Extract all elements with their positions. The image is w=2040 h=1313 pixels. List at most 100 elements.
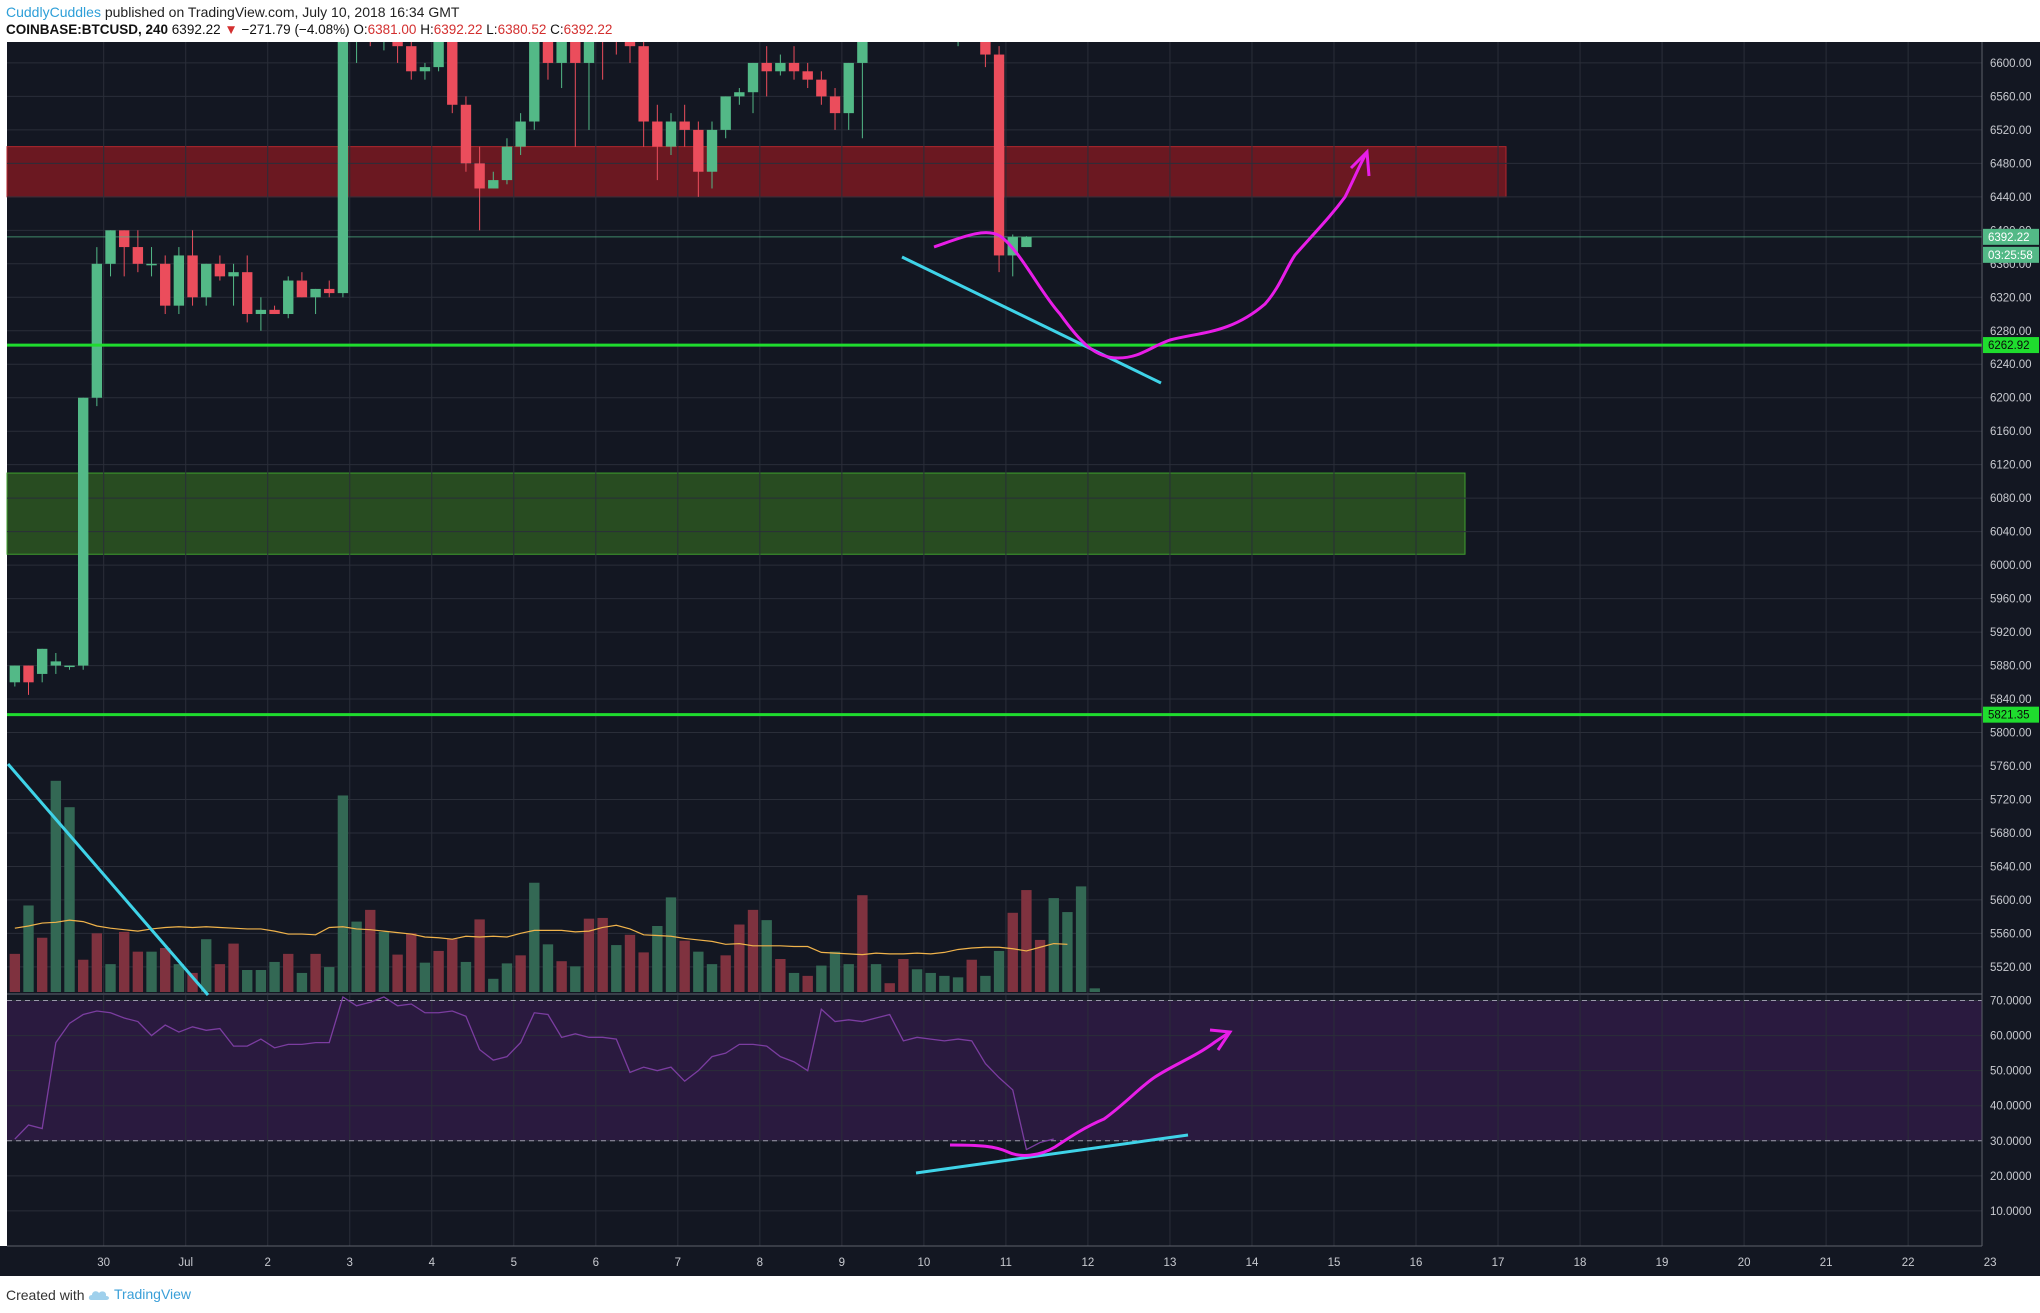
candle-body — [788, 62, 800, 72]
candle-body — [693, 129, 704, 172]
volume-bar — [747, 909, 759, 992]
price-tick-label: 5880.00 — [1990, 661, 2032, 673]
candle-body — [419, 67, 431, 72]
low-label: L: — [486, 22, 498, 37]
volume-bar — [802, 975, 813, 992]
price-tick-label: 5600.00 — [1990, 895, 2032, 907]
candle — [228, 263, 239, 306]
candle — [173, 247, 185, 315]
candle — [980, 42, 991, 68]
candle-body — [775, 62, 786, 72]
candle-body — [132, 247, 144, 264]
volume-bar — [706, 964, 718, 992]
candle — [283, 276, 294, 319]
created-with-text: Created with — [6, 1287, 85, 1303]
magenta-path-rsi — [949, 1030, 1231, 1157]
price-tick-label: 5680.00 — [1990, 828, 2032, 840]
volume-bar — [952, 977, 964, 992]
candle — [406, 42, 417, 80]
time-tick-label: 3 — [347, 1257, 353, 1269]
candle — [747, 62, 759, 114]
candle-body — [980, 42, 991, 55]
tradingview-logo[interactable]: TradingView — [88, 1286, 191, 1302]
candle — [679, 104, 690, 147]
volume-bar — [638, 952, 649, 992]
price-tick-label: 6160.00 — [1990, 426, 2032, 438]
time-tick-label: 17 — [1492, 1257, 1505, 1269]
candle — [369, 42, 371, 47]
candle-body — [119, 230, 130, 248]
time-tick-label: 5 — [511, 1257, 517, 1269]
time-tick-label: 19 — [1656, 1257, 1669, 1269]
candle-body — [652, 121, 663, 147]
candle — [816, 71, 827, 105]
candle-body — [1021, 237, 1032, 248]
volume-bar — [788, 972, 800, 992]
candle — [775, 54, 786, 76]
support-tag-lower-bg — [1983, 706, 2039, 723]
volume-bar — [665, 897, 677, 992]
magenta-arrowhead-rsi — [1209, 1028, 1233, 1051]
time-tick-label: 13 — [1164, 1257, 1177, 1269]
candle-body — [310, 288, 321, 298]
countdown-tag: 03:25:58 — [1988, 250, 2033, 262]
volume-bar — [939, 975, 950, 992]
candle — [843, 62, 854, 130]
time-tick-label: 18 — [1574, 1257, 1587, 1269]
candle — [857, 42, 868, 139]
candle — [583, 42, 595, 130]
price-tick-label: 5920.00 — [1990, 627, 2032, 639]
close-value: 6392.22 — [563, 22, 613, 37]
candle-body — [91, 263, 103, 398]
high-value: 6392.22 — [433, 22, 483, 37]
candle-body — [720, 96, 731, 130]
author-link[interactable]: CuddlyCuddles — [6, 4, 101, 20]
tradingview-brand: TradingView — [114, 1286, 192, 1302]
volume-bar — [911, 969, 923, 992]
candle — [310, 288, 321, 315]
price-tick-label: 5760.00 — [1990, 761, 2032, 773]
volume-bar — [529, 882, 540, 992]
candle — [23, 665, 34, 695]
volume-bar — [857, 895, 868, 992]
volume-bar — [1075, 886, 1087, 992]
price-tick-label: 5640.00 — [1990, 861, 2032, 873]
candle — [433, 42, 444, 72]
price-tick-label: 6520.00 — [1990, 125, 2032, 137]
volume-bar — [36, 937, 48, 992]
candles — [9, 42, 1032, 695]
candle-body — [665, 121, 677, 147]
volume-bar — [228, 943, 239, 992]
candle-body — [77, 397, 89, 666]
candle-body — [734, 92, 745, 97]
volume-bar — [884, 983, 895, 992]
volume-bar — [77, 959, 89, 992]
time-tick-label: 12 — [1082, 1257, 1095, 1269]
candle — [734, 88, 745, 105]
cyan-trendline-price — [901, 255, 1162, 385]
time-tick-label: 6 — [593, 1257, 599, 1269]
candle — [9, 665, 21, 687]
time-tick-label: 14 — [1246, 1257, 1259, 1269]
candle-body — [64, 665, 75, 668]
candle-body — [747, 62, 759, 93]
volume-bar — [1007, 912, 1018, 992]
candle-body — [214, 263, 226, 277]
candle-body — [488, 180, 499, 189]
cyan-trendline-volume — [6, 763, 210, 996]
volume-bars — [9, 780, 1100, 992]
volume-bar — [310, 953, 321, 992]
volume-bar — [993, 950, 1005, 992]
time-tick-label: 7 — [675, 1257, 681, 1269]
time-tick-label: 4 — [429, 1257, 436, 1269]
volume-bar — [378, 931, 390, 992]
candle-body — [201, 263, 212, 298]
volume-bar — [406, 933, 417, 992]
price-tick-label: 6120.00 — [1990, 460, 2032, 472]
candle-body — [269, 309, 280, 315]
candle-body — [9, 665, 21, 683]
candle-body — [679, 121, 690, 130]
time-tick-label: 15 — [1328, 1257, 1341, 1269]
candle-body — [829, 96, 841, 114]
price-chart[interactable]: 6600.006560.006520.006480.006440.006400.… — [0, 42, 2040, 1276]
